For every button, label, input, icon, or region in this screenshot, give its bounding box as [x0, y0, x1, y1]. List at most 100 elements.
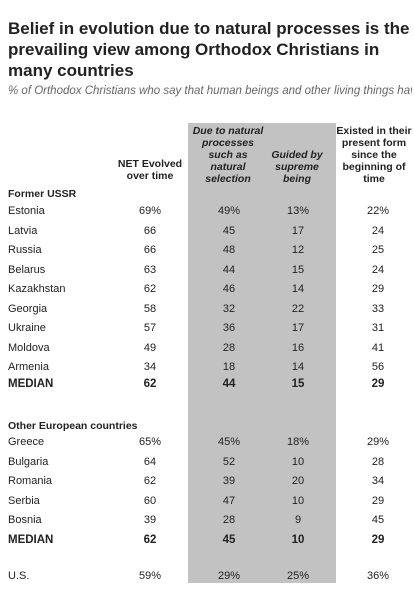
cell-net: 59%	[138, 570, 162, 582]
cell-present: 29	[371, 534, 385, 546]
cell-supreme: 10	[291, 494, 305, 507]
table-row: Bulgaria 64 52 10 28	[0, 453, 414, 472]
table-row: Latvia 66 45 17 24	[0, 222, 414, 241]
cell-natural: 47	[222, 494, 236, 507]
table-row: Kazakhstan 62 46 14 29	[0, 280, 414, 299]
row-label: MEDIAN	[8, 534, 54, 546]
cell-supreme: 20	[291, 475, 305, 487]
row-label: Ukraine	[8, 322, 46, 334]
cell-present: 31	[371, 322, 385, 334]
cell-present: 22%	[366, 205, 390, 217]
row-label: Armenia	[8, 361, 49, 373]
highlighted-column-background	[188, 123, 336, 583]
cell-net: 62	[143, 534, 157, 546]
cell-present: 41	[371, 341, 385, 354]
cell-natural: 18	[222, 361, 236, 373]
median-row: MEDIAN 62 45 10 29	[0, 531, 414, 550]
cell-net: 49	[143, 341, 157, 354]
cell-present: 33	[371, 302, 385, 315]
table-row: Armenia 34 18 14 56	[0, 358, 414, 377]
row-label: U.S.	[8, 570, 30, 582]
table-row: Belarus 63 44 15 24	[0, 261, 414, 280]
row-label: Estonia	[8, 205, 45, 217]
cell-natural: 45	[222, 534, 236, 546]
cell-net: 57	[143, 322, 157, 334]
cell-supreme: 14	[291, 361, 305, 373]
cell-natural: 52	[222, 455, 236, 468]
cell-net: 62	[143, 378, 157, 390]
cell-present: 29	[371, 378, 385, 390]
cell-net: 64	[143, 455, 157, 468]
cell-net: 58	[143, 302, 157, 315]
header-present-form: Existed in their present form since the …	[336, 125, 412, 185]
cell-supreme: 10	[291, 455, 305, 468]
cell-natural: 36	[222, 322, 236, 334]
cell-present: 28	[371, 455, 385, 468]
cell-supreme: 25%	[286, 570, 310, 582]
table-row: Moldova 49 28 16 41	[0, 339, 414, 358]
row-label: Bulgaria	[8, 455, 49, 468]
header-supreme-being: Guided by supreme being	[271, 149, 323, 185]
row-label: Serbia	[8, 494, 40, 507]
section-label-former-ussr: Former USSR	[8, 188, 77, 200]
cell-present: 56	[371, 361, 385, 373]
cell-net: 66	[143, 224, 157, 237]
cell-supreme: 15	[291, 378, 305, 390]
cell-net: 66	[143, 244, 157, 256]
cell-net: 62	[143, 475, 157, 487]
cell-natural: 45%	[217, 436, 241, 448]
cell-supreme: 13%	[286, 205, 310, 217]
cell-net: 65%	[138, 436, 162, 448]
cell-natural: 48	[222, 244, 236, 256]
cell-supreme: 14	[291, 283, 305, 295]
cell-natural: 44	[222, 378, 236, 390]
cell-natural: 46	[222, 283, 236, 295]
cell-supreme: 12	[291, 244, 305, 256]
table-row: Georgia 58 32 22 33	[0, 300, 414, 319]
cell-supreme: 22	[291, 302, 305, 315]
row-label: Greece	[8, 436, 45, 448]
cell-net: 34	[143, 361, 157, 373]
table-row: Russia 66 48 12 25	[0, 241, 414, 260]
cell-supreme: 17	[291, 224, 305, 237]
cell-present: 25	[371, 244, 385, 256]
cell-present: 24	[371, 263, 385, 276]
row-label: Belarus	[8, 263, 46, 276]
row-label: Latvia	[8, 224, 38, 237]
cell-natural: 32	[222, 302, 236, 315]
cell-net: 62	[143, 283, 157, 295]
cell-natural: 29%	[217, 570, 241, 582]
cell-natural: 28	[222, 514, 236, 526]
table-row: U.S. 59% 29% 25% 36%	[0, 567, 414, 586]
chart-subtitle: % of Orthodox Christians who say that hu…	[8, 85, 412, 97]
cell-natural: 45	[222, 224, 236, 237]
cell-present: 29	[371, 494, 385, 507]
row-label: Bosnia	[8, 514, 42, 526]
cell-present: 36%	[366, 570, 390, 582]
row-label: Russia	[8, 244, 42, 256]
cell-supreme: 10	[291, 534, 305, 546]
table-row: Estonia 69% 49% 13% 22%	[0, 202, 414, 221]
cell-supreme: 9	[294, 514, 302, 526]
median-row: MEDIAN 62 44 15 29	[0, 375, 414, 394]
table-row: Ukraine 57 36 17 31	[0, 319, 414, 338]
cell-net: 39	[143, 514, 157, 526]
cell-present: 24	[371, 224, 385, 237]
row-label: MEDIAN	[8, 378, 54, 390]
cell-supreme: 15	[291, 263, 305, 276]
table-row: Serbia 60 47 10 29	[0, 492, 414, 511]
chart-title: Belief in evolution due to natural proce…	[8, 19, 410, 80]
cell-natural: 28	[222, 341, 236, 354]
table-row: Greece 65% 45% 18% 29%	[0, 433, 414, 452]
cell-supreme: 17	[291, 322, 305, 334]
row-label: Moldova	[8, 341, 50, 354]
cell-supreme: 18%	[286, 436, 310, 448]
row-label: Romania	[8, 475, 53, 487]
cell-net: 69%	[138, 205, 162, 217]
cell-natural: 44	[222, 263, 236, 276]
cell-natural: 39	[222, 475, 236, 487]
cell-supreme: 16	[291, 341, 305, 354]
cell-net: 60	[143, 494, 157, 507]
cell-natural: 49%	[217, 205, 241, 217]
cell-present: 45	[371, 514, 385, 526]
